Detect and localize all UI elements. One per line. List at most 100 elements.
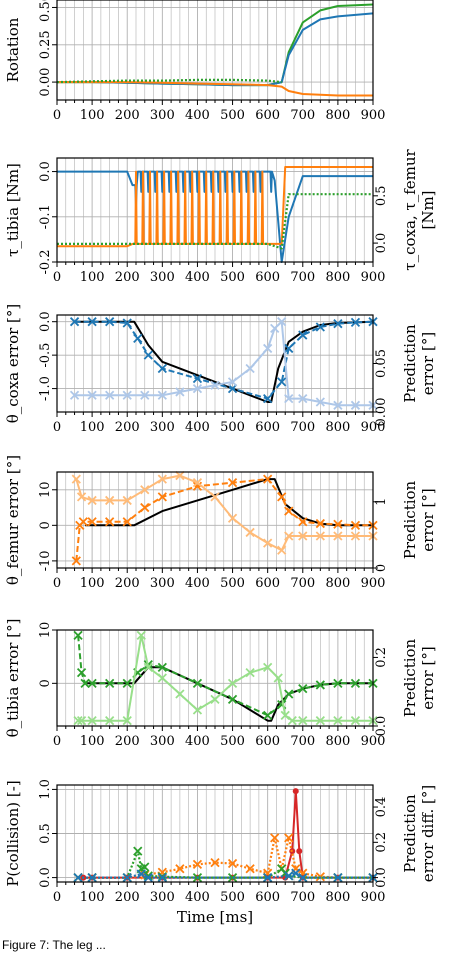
series-marker xyxy=(136,630,146,640)
y2-tick-label: 0 xyxy=(374,564,389,572)
x-tick-label: 100 xyxy=(80,734,105,749)
y2-axis-label: Prediction xyxy=(401,794,419,873)
y2-tick-label: 1 xyxy=(374,498,389,506)
series-marker xyxy=(263,474,273,484)
x-tick-label: 0 xyxy=(53,270,61,285)
series-marker xyxy=(192,383,203,394)
series-marker xyxy=(71,474,81,484)
series-marker xyxy=(227,694,238,704)
series-marker xyxy=(157,872,167,883)
series-marker xyxy=(210,380,220,390)
panel-rotation: 0 100 200 300 400 500 600 700 800 900 0.00 0.25 0.50… xyxy=(4,0,385,123)
x-tick-label: 900 xyxy=(361,576,386,591)
series-marker xyxy=(143,871,153,881)
x-tick-label: 700 xyxy=(290,270,315,285)
series-marker xyxy=(157,363,167,374)
series-line xyxy=(83,790,373,879)
series-marker xyxy=(245,527,255,538)
x-tick-label: 500 xyxy=(220,270,245,285)
series-marker xyxy=(284,506,294,516)
y-axis-label: θ_coxa error [°] xyxy=(4,304,22,424)
series-line xyxy=(78,850,373,879)
series-marker xyxy=(143,350,153,360)
x-tick-label: 700 xyxy=(290,890,315,905)
x-tick-label: 100 xyxy=(80,576,105,591)
x-tick-label: 300 xyxy=(150,890,175,905)
series-marker xyxy=(315,716,325,726)
y2-tick-label: 0.0 xyxy=(374,716,389,737)
y2-axis-label: error diff. [°] xyxy=(419,785,437,882)
series-marker xyxy=(157,492,167,502)
x-tick-label: 500 xyxy=(220,890,245,905)
series-line xyxy=(77,635,373,717)
series-marker xyxy=(105,716,115,726)
y-tick-label: 0.0 xyxy=(38,311,53,332)
series-marker xyxy=(157,474,167,484)
panel-torque: 0 100 200 300 400 500 600 700 800 900 0.0 -0.1 -0.2 0… xyxy=(4,148,437,285)
series-marker xyxy=(143,872,153,883)
series-marker xyxy=(87,317,97,327)
series-line xyxy=(56,78,282,84)
series-marker xyxy=(69,390,80,400)
series-line xyxy=(74,320,374,403)
series-marker xyxy=(105,517,115,527)
series-marker xyxy=(140,502,150,513)
x-tick-label: 0 xyxy=(53,420,61,435)
series-marker xyxy=(76,716,87,726)
series-marker xyxy=(298,330,308,340)
x-tick-label: 0 xyxy=(53,108,61,123)
y2-axis-label: error [°] xyxy=(419,646,437,709)
series-marker xyxy=(122,678,132,688)
y-tick-label: 0.5 xyxy=(38,823,53,844)
series-marker xyxy=(122,318,132,328)
y-tick-label: 10 xyxy=(38,622,53,639)
x-tick-label: 700 xyxy=(290,108,315,123)
series-marker xyxy=(273,673,283,683)
x-tick-label: 600 xyxy=(255,108,280,123)
series-marker xyxy=(298,517,308,527)
series-marker xyxy=(245,864,255,874)
y-tick-label: 0 xyxy=(38,521,53,529)
y-tick-label: 1.0 xyxy=(38,779,53,800)
series-marker xyxy=(157,673,167,683)
x-tick-label: 400 xyxy=(185,270,210,285)
series-marker xyxy=(73,630,83,640)
x-tick-label: 600 xyxy=(255,270,280,285)
x-tick-label: 600 xyxy=(255,420,280,435)
series-marker xyxy=(136,869,146,879)
series-marker xyxy=(227,383,238,394)
x-tick-label: 0 xyxy=(53,576,61,591)
series-marker xyxy=(350,317,361,327)
series-marker xyxy=(227,377,238,387)
x-tick-label: 300 xyxy=(150,576,175,591)
series-marker xyxy=(315,531,325,541)
series-marker xyxy=(245,668,255,678)
series-marker xyxy=(333,531,343,541)
series-marker xyxy=(122,495,132,506)
x-tick-label: 700 xyxy=(290,576,315,591)
series-marker xyxy=(350,520,361,530)
panel-coxa-error: 0 100 200 300 400 500 600 700 800 900 0.0 -0.5 -1.0 0… xyxy=(4,304,437,435)
series-marker xyxy=(277,317,287,327)
series-marker xyxy=(263,710,273,720)
series-marker xyxy=(333,319,343,329)
y2-axis-label: τ_coxa, τ_femur xyxy=(401,148,419,270)
x-tick-label: 100 xyxy=(80,420,105,435)
y2-tick-label: 0.2 xyxy=(374,832,389,853)
y-tick-label: 0.50 xyxy=(38,0,53,22)
series-line xyxy=(57,193,373,250)
panel-tibia-error: 0 100 200 300 400 500 600 700 800 9001000.00.2θ_t… xyxy=(4,619,437,749)
series-marker xyxy=(192,678,203,688)
series-line xyxy=(78,872,373,879)
y-tick-label: 0.0 xyxy=(38,161,53,182)
series-marker xyxy=(69,317,80,327)
y-tick-label: 0.00 xyxy=(38,68,53,97)
series-line xyxy=(74,320,373,407)
series-marker xyxy=(175,387,185,397)
series-marker xyxy=(192,373,203,384)
series-marker xyxy=(277,492,287,502)
series-marker xyxy=(298,393,308,404)
x-tick-label: 300 xyxy=(150,108,175,123)
x-tick-label: 400 xyxy=(185,576,210,591)
series-marker xyxy=(87,495,97,506)
